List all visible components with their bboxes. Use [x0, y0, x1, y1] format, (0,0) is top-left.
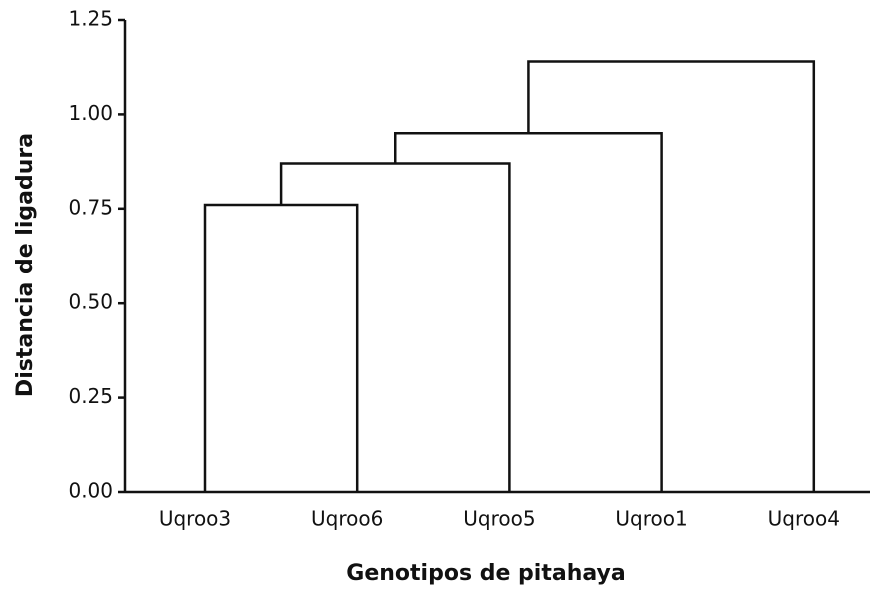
- x-tick-label: Uqroo1: [615, 507, 687, 531]
- y-tick-label: 1.25: [68, 7, 113, 31]
- dendrogram-link: [279, 162, 511, 492]
- y-tick-label: 0.25: [68, 384, 113, 408]
- y-axis-title: Distancia de ligadura: [13, 133, 38, 397]
- x-tick-label: Uqroo4: [768, 507, 840, 531]
- y-tick-label: 0.50: [68, 290, 113, 314]
- x-tick-label: Uqroo5: [463, 507, 535, 531]
- x-axis-title: Genotipos de pitahaya: [346, 561, 625, 586]
- dendrogram-link: [394, 132, 663, 492]
- y-tick-label: 0.75: [68, 195, 113, 219]
- dendrogram-link: [527, 60, 816, 492]
- x-tick-label: Uqroo6: [311, 507, 383, 531]
- x-tick-label: Uqroo3: [159, 507, 231, 531]
- y-tick-label: 0.00: [68, 479, 113, 503]
- y-tick-label: 1.00: [68, 101, 113, 125]
- dendrogram-link: [203, 203, 359, 492]
